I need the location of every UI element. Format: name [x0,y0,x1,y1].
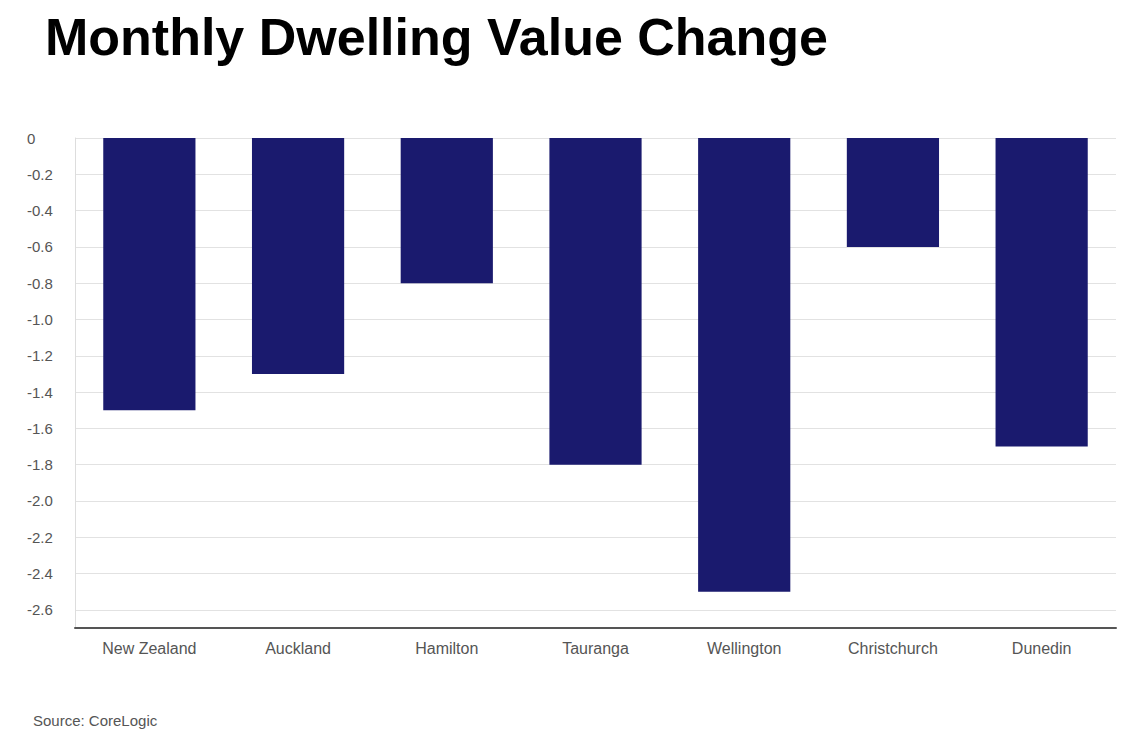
svg-text:-0.4: -0.4 [27,202,53,219]
svg-text:-1.2: -1.2 [27,347,53,364]
svg-text:-0.6: -0.6 [27,238,53,255]
svg-text:-1.4: -1.4 [27,384,53,401]
svg-text:-0.8: -0.8 [27,275,53,292]
svg-text:-2.6: -2.6 [27,601,53,618]
svg-text:-1.8: -1.8 [27,456,53,473]
svg-text:-2.2: -2.2 [27,529,53,546]
svg-text:-1.0: -1.0 [27,311,53,328]
svg-text:Tauranga: Tauranga [562,640,629,657]
svg-text:Auckland: Auckland [265,640,331,657]
svg-text:Source: CoreLogic: Source: CoreLogic [33,712,158,729]
svg-text:Christchurch: Christchurch [848,640,938,657]
svg-text:0: 0 [27,130,35,147]
svg-text:Dunedin: Dunedin [1012,640,1072,657]
svg-text:Hamilton: Hamilton [415,640,478,657]
svg-text:-1.6: -1.6 [27,420,53,437]
svg-text:New Zealand: New Zealand [102,640,196,657]
svg-text:Monthly Dwelling Value Change: Monthly Dwelling Value Change [45,8,828,66]
svg-text:-2.0: -2.0 [27,492,53,509]
svg-text:-0.2: -0.2 [27,166,53,183]
svg-text:-2.4: -2.4 [27,565,53,582]
svg-text:Wellington: Wellington [707,640,781,657]
